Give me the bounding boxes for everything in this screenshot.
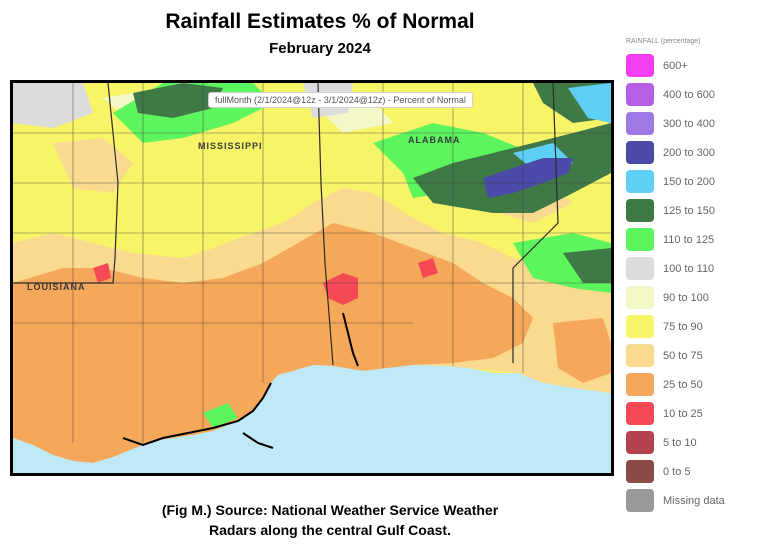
legend-label: 75 to 90 [663, 320, 703, 333]
legend-swatch [626, 489, 654, 512]
legend-swatch [626, 54, 654, 77]
legend-label: 125 to 150 [663, 204, 715, 217]
gulf-water [13, 365, 611, 473]
legend-label: 90 to 100 [663, 291, 709, 304]
state-lines [13, 83, 559, 366]
legend-item: 10 to 25 [626, 399, 754, 428]
legend-item: 75 to 90 [626, 312, 754, 341]
state-label-louisiana: LOUISIANA [27, 282, 86, 292]
legend-label: 0 to 5 [663, 465, 691, 478]
legend-label: 50 to 75 [663, 349, 703, 362]
zone-25-50-east [553, 318, 611, 383]
legend-label: 200 to 300 [663, 146, 715, 159]
legend-item: 90 to 100 [626, 283, 754, 312]
legend-swatch [626, 257, 654, 280]
map-subtitle: February 2024 [269, 40, 371, 57]
legend-swatch [626, 460, 654, 483]
legend-item: Missing data [626, 486, 754, 515]
legend-item: 150 to 200 [626, 167, 754, 196]
legend-swatch [626, 344, 654, 367]
state-label-alabama: ALABAMA [408, 135, 461, 145]
legend-title: RAINFALL (percentage) [626, 38, 701, 45]
rainfall-map: MISSISSIPPI ALABAMA LOUISIANA fullMonth … [10, 80, 614, 476]
legend-label: 150 to 200 [663, 175, 715, 188]
legend-label: 10 to 25 [663, 407, 703, 420]
legend-item: 400 to 600 [626, 80, 754, 109]
caption-line-2: Radars along the central Gulf Coast. [209, 522, 451, 538]
legend-label: 400 to 600 [663, 88, 715, 101]
map-title: Rainfall Estimates % of Normal [165, 10, 475, 33]
legend-swatch [626, 170, 654, 193]
zone-50-75-north [53, 138, 573, 223]
legend-label: Missing data [663, 494, 725, 507]
legend-swatch [626, 199, 654, 222]
legend-rows: 600+ 400 to 600 300 to 400 200 to 300 150 to… [626, 51, 754, 515]
legend-label: 100 to 110 [663, 262, 715, 275]
legend-label: 600+ [663, 59, 688, 72]
legend-swatch [626, 228, 654, 251]
legend-item: 100 to 110 [626, 254, 754, 283]
legend-item: 300 to 400 [626, 109, 754, 138]
legend-item: 50 to 75 [626, 341, 754, 370]
legend-label: 300 to 400 [663, 117, 715, 130]
rainfall-map-svg: MISSISSIPPI ALABAMA LOUISIANA [13, 83, 611, 473]
legend: RAINFALL (percentage) 600+ 400 to 600 300 … [626, 38, 754, 515]
legend-item: 600+ [626, 51, 754, 80]
coastline [122, 312, 359, 449]
map-tooltip: fullMonth (2/1/2024@12z - 3/1/2024@12z) … [208, 92, 473, 108]
state-label-mississippi: MISSISSIPPI [198, 141, 263, 151]
legend-label: 110 to 125 [663, 233, 715, 246]
legend-label: 25 to 50 [663, 378, 703, 391]
legend-swatch [626, 315, 654, 338]
legend-swatch [626, 83, 654, 106]
legend-swatch [626, 402, 654, 425]
legend-swatch [626, 431, 654, 454]
zone-100-110 [13, 83, 353, 128]
legend-item: 25 to 50 [626, 370, 754, 399]
legend-swatch [626, 112, 654, 135]
legend-swatch [626, 373, 654, 396]
map-caption: (Fig M.) Source: National Weather Servic… [0, 500, 660, 540]
legend-item: 5 to 10 [626, 428, 754, 457]
legend-item: 110 to 125 [626, 225, 754, 254]
zone-150-200 [513, 83, 611, 178]
caption-line-1: (Fig M.) Source: National Weather Servic… [161, 502, 499, 518]
legend-item: 0 to 5 [626, 457, 754, 486]
zone-200-300 [483, 158, 573, 198]
legend-item: 200 to 300 [626, 138, 754, 167]
legend-swatch [626, 141, 654, 164]
legend-label: 5 to 10 [663, 436, 697, 449]
legend-swatch [626, 286, 654, 309]
legend-item: 125 to 150 [626, 196, 754, 225]
